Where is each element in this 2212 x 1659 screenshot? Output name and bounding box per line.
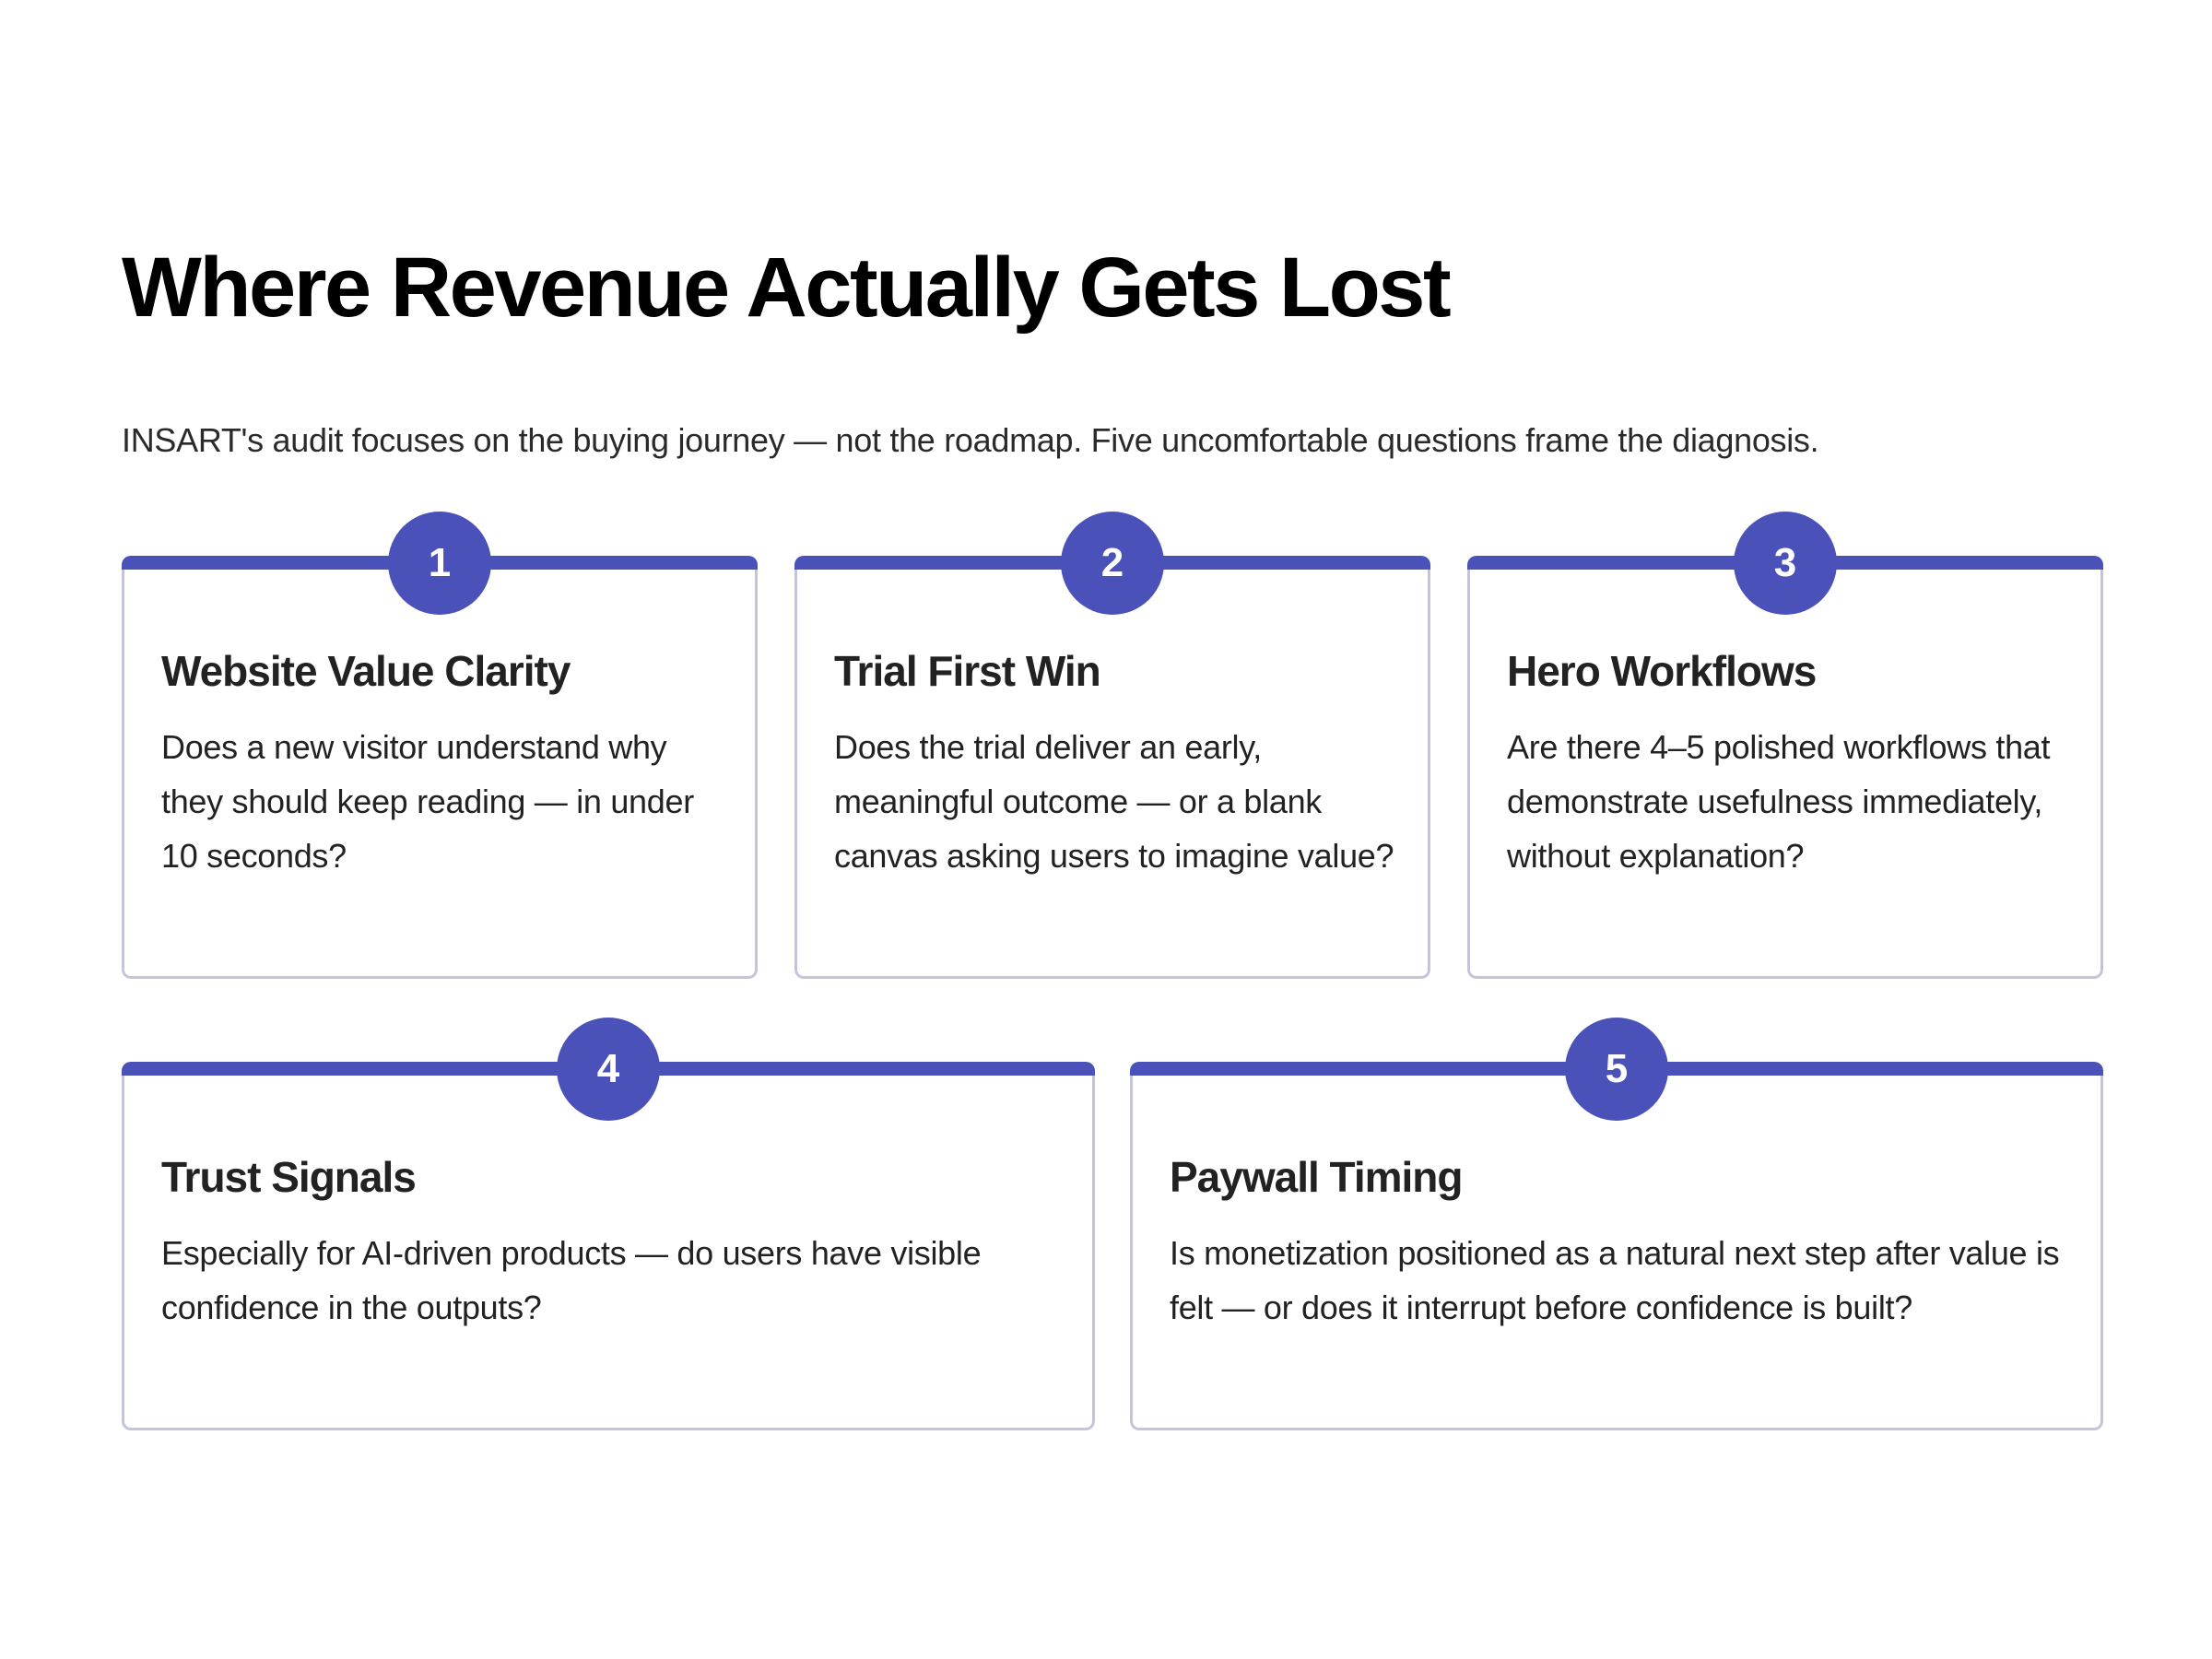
question-card-trial-first-win: 2 Trial First Win Does the trial deliver… — [794, 512, 1430, 979]
number-badge: 4 — [557, 1018, 660, 1121]
question-card-trust-signals: 4 Trust Signals Especially for AI-driven… — [122, 1018, 1095, 1430]
card-description: Especially for AI-driven products — do u… — [161, 1234, 982, 1326]
card-title: Website Value Clarity — [161, 647, 571, 695]
card-description: Does the trial deliver an early, meaning… — [834, 728, 1394, 875]
number-badge: 1 — [388, 512, 491, 615]
card-title: Paywall Timing — [1170, 1153, 1463, 1201]
card-title: Hero Workflows — [1507, 647, 1817, 695]
number-badge: 5 — [1565, 1018, 1668, 1121]
card-description: Are there 4–5 polished workflows that de… — [1507, 728, 2051, 875]
number-badge: 3 — [1734, 512, 1837, 615]
page-subtitle: INSART's audit focuses on the buying jou… — [122, 421, 1819, 459]
number-badge: 2 — [1061, 512, 1164, 615]
card-description: Is monetization positioned as a natural … — [1170, 1234, 2060, 1326]
question-card-hero-workflows: 3 Hero Workflows Are there 4–5 polished … — [1467, 512, 2103, 979]
page-title: Where Revenue Actually Gets Lost — [122, 241, 1452, 335]
question-card-paywall-timing: 5 Paywall Timing Is monetization positio… — [1130, 1018, 2103, 1430]
card-title: Trust Signals — [161, 1153, 417, 1201]
question-card-website-value-clarity: 1 Website Value Clarity Does a new visit… — [122, 512, 758, 979]
card-title: Trial First Win — [834, 647, 1101, 695]
card-description: Does a new visitor understand why they s… — [161, 728, 694, 875]
